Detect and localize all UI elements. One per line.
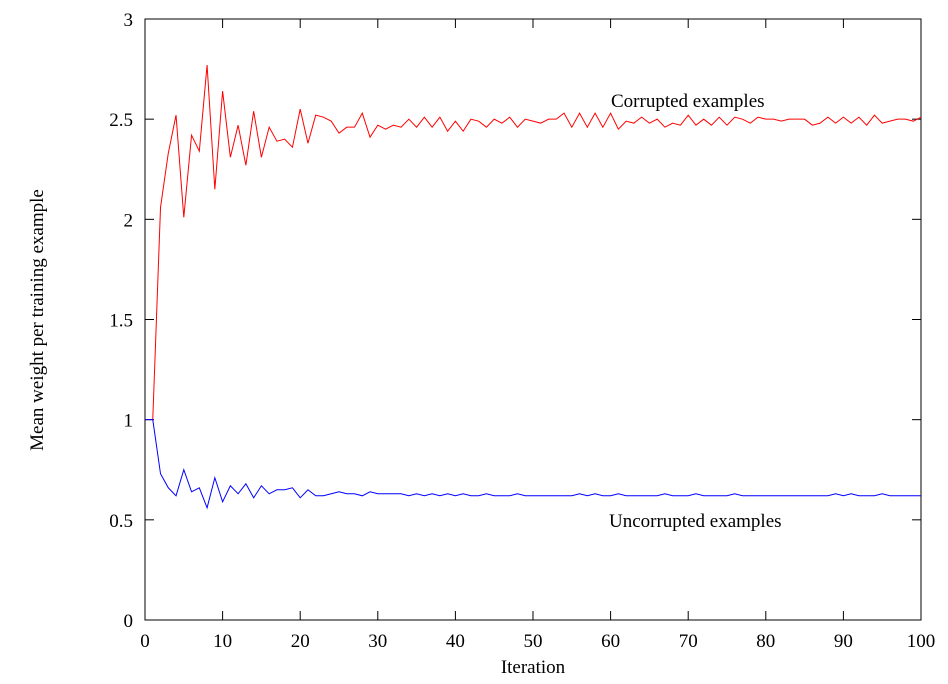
x-tick-label: 80 bbox=[756, 631, 775, 652]
y-axis-label: Mean weight per training example bbox=[27, 189, 48, 451]
corrupted-examples-line bbox=[145, 65, 922, 421]
y-tick-label: 1.5 bbox=[109, 311, 133, 332]
x-tick-label: 20 bbox=[291, 631, 310, 652]
uncorrupted-examples-line bbox=[145, 419, 921, 510]
x-tick-label: 60 bbox=[601, 631, 620, 652]
x-tick-label: 100 bbox=[907, 631, 936, 652]
uncorrupted-series-annotation: Uncorrupted examples bbox=[609, 511, 782, 532]
x-tick-label: 10 bbox=[213, 631, 232, 652]
x-tick-label: 0 bbox=[140, 631, 150, 652]
axis-ticks bbox=[144, 18, 922, 621]
plot-frame bbox=[144, 18, 922, 621]
y-tick-label: 0 bbox=[124, 611, 134, 632]
axis-tick-labels: 0 10 20 30 40 50 60 70 80 90 100 0 0.5 1 1.5 2 2.5 3 bbox=[109, 10, 935, 652]
x-tick-label: 90 bbox=[834, 631, 853, 652]
x-tick-label: 40 bbox=[446, 631, 465, 652]
series-layer bbox=[145, 65, 922, 510]
x-tick-label: 30 bbox=[368, 631, 387, 652]
y-tick-label: 2.5 bbox=[109, 110, 133, 131]
x-axis-label: Iteration bbox=[501, 657, 566, 678]
y-tick-label: 2 bbox=[124, 210, 134, 231]
x-tick-label: 50 bbox=[524, 631, 543, 652]
y-tick-label: 1 bbox=[124, 411, 134, 432]
corrupted-series-annotation: Corrupted examples bbox=[611, 91, 765, 112]
y-tick-label: 3 bbox=[124, 10, 134, 31]
x-tick-label: 70 bbox=[679, 631, 698, 652]
y-tick-label: 0.5 bbox=[109, 511, 133, 532]
